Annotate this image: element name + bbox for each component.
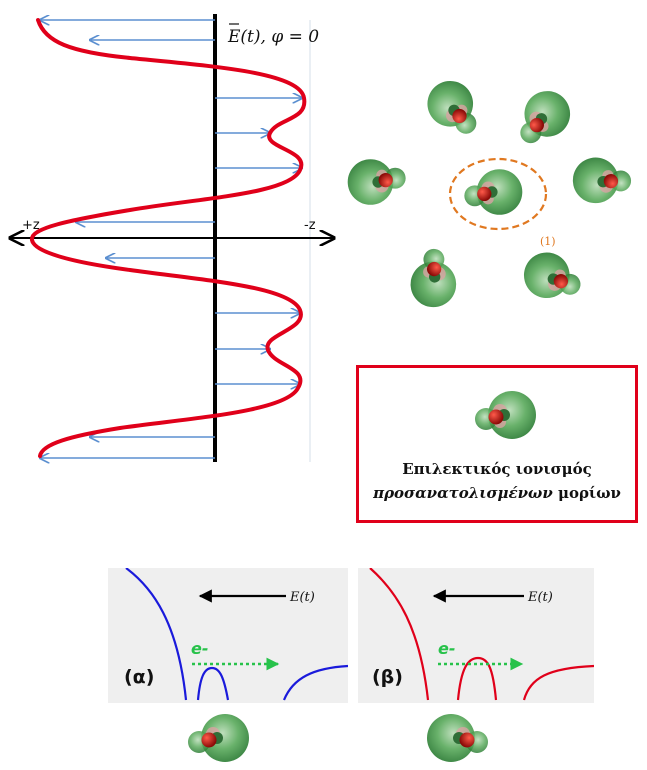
left-axis-label: +z	[22, 218, 40, 233]
caption-italic-word: προσανατολισμένων	[373, 484, 553, 502]
panel-tag: (α)	[124, 666, 154, 688]
molecule	[406, 245, 462, 311]
molecule	[419, 72, 488, 146]
potential-curve	[369, 568, 594, 701]
caption-box: Επιλεκτικός ιονισμός προσανατολισμένων μ…	[356, 365, 638, 523]
molecule	[464, 169, 523, 215]
electron-label: e-	[191, 639, 209, 658]
potential-curve	[125, 568, 348, 701]
field-waveform	[30, 18, 307, 458]
potential-panel-alpha: E(t) e- (α)	[108, 568, 348, 703]
field-label: E(t)	[289, 590, 315, 605]
field-plot-title: E(t), φ = 0	[227, 27, 319, 47]
right-axis-label: -z	[304, 218, 316, 233]
caption-line-1: Επιλεκτικός ιονισμός	[402, 460, 592, 478]
molecule	[505, 81, 580, 154]
caption-rest: μορίων	[552, 484, 621, 502]
field-label: E(t)	[527, 590, 553, 605]
molecule	[347, 159, 406, 205]
molecule-icon	[475, 391, 536, 439]
highlight-ring	[448, 157, 548, 231]
panel-background	[358, 568, 594, 703]
panel-tag: (β)	[372, 666, 403, 688]
potential-panel-beta: E(t) e- (β)	[358, 568, 594, 703]
molecule-cluster: (1)	[347, 72, 635, 313]
molecule	[515, 244, 589, 313]
electron-label: e-	[438, 639, 456, 658]
molecule-alpha	[188, 714, 249, 762]
caption-line-2: προσανατολισμένων μορίων	[359, 484, 635, 502]
molecule	[569, 153, 635, 209]
field-plot: E(t), φ = 0 +z -z	[0, 14, 340, 470]
field-arrows	[40, 20, 302, 458]
molecule-beta	[427, 714, 488, 762]
selected-molecule-label: (1)	[540, 235, 556, 248]
